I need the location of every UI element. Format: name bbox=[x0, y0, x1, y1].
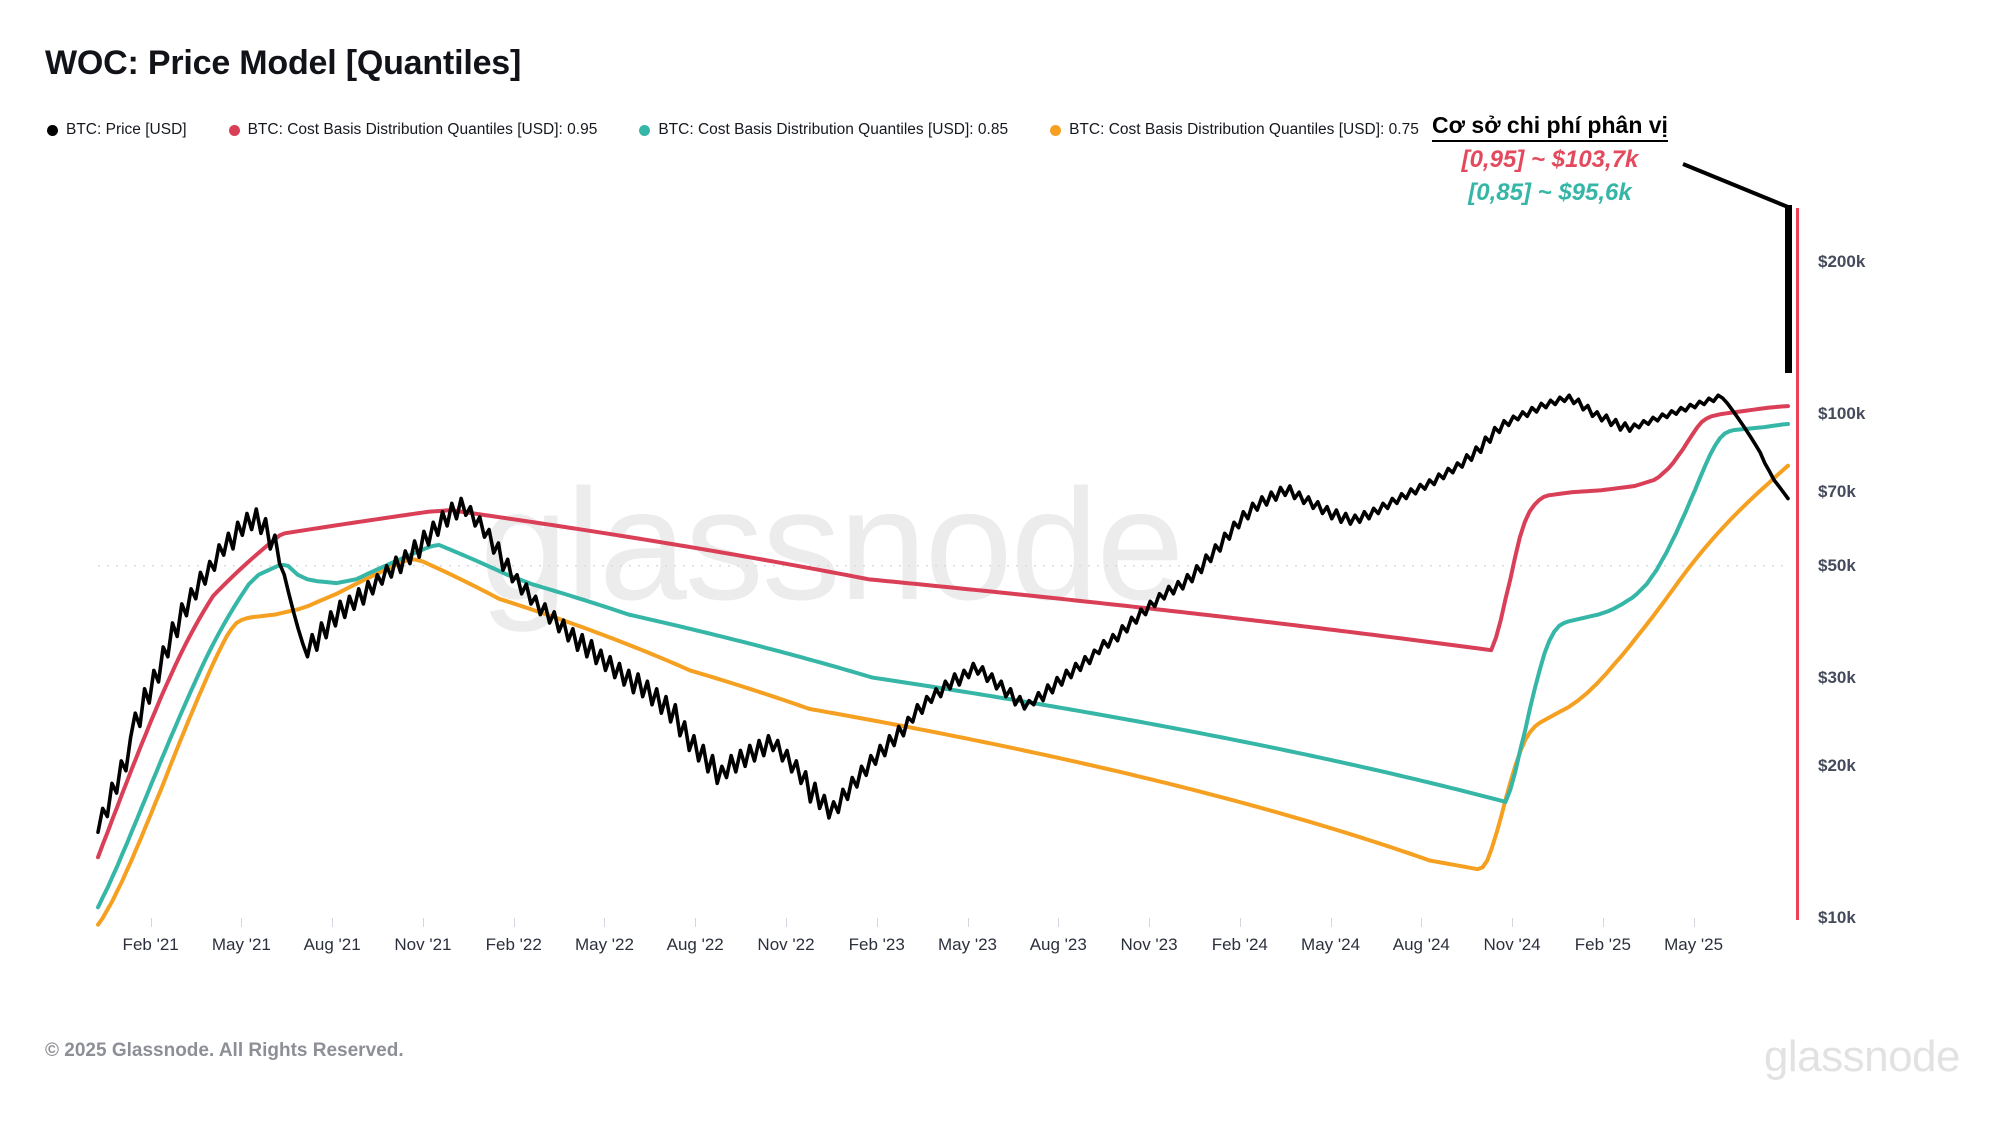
x-tick-label: Nov '21 bbox=[394, 935, 452, 954]
legend-price[interactable]: BTC: Price [USD] bbox=[47, 121, 187, 139]
series-line-1 bbox=[98, 406, 1788, 857]
x-tick-mark bbox=[695, 918, 697, 927]
series-svg bbox=[98, 205, 1788, 918]
x-tick-mark bbox=[785, 918, 787, 927]
x-tick-label: May '23 bbox=[938, 935, 997, 954]
legend-item-label: BTC: Cost Basis Distribution Quantiles [… bbox=[658, 121, 1009, 138]
x-tick-label: Feb '22 bbox=[485, 935, 542, 954]
x-tick-mark bbox=[513, 918, 515, 927]
x-tick-label: Nov '22 bbox=[757, 935, 815, 954]
x-tick-label: Feb '23 bbox=[848, 935, 905, 954]
y-tick-70k: $70k bbox=[1818, 482, 1856, 502]
x-tick-mark bbox=[1693, 918, 1695, 927]
legend-item-label: BTC: Price [USD] bbox=[66, 121, 187, 138]
x-tick-label: Feb '21 bbox=[122, 935, 179, 954]
annotation-title: Cơ sở chi phí phân vị bbox=[1432, 112, 1668, 143]
x-tick-mark bbox=[1149, 918, 1151, 927]
x-tick-mark bbox=[1330, 918, 1332, 927]
legend-q085[interactable]: BTC: Cost Basis Distribution Quantiles [… bbox=[639, 121, 1008, 139]
legend-color-dot bbox=[228, 124, 240, 136]
x-tick-label: Nov '23 bbox=[1120, 935, 1178, 954]
x-tick-mark bbox=[150, 918, 152, 927]
x-tick-mark bbox=[1421, 918, 1423, 927]
x-tick-label: May '22 bbox=[574, 935, 634, 954]
legend-q095[interactable]: BTC: Cost Basis Distribution Quantiles [… bbox=[228, 121, 598, 139]
x-tick-mark bbox=[604, 918, 606, 927]
legend-item-label: BTC: Cost Basis Distribution Quantiles [… bbox=[247, 121, 598, 138]
x-tick-label: Aug '24 bbox=[1392, 935, 1450, 954]
footer-copyright: © 2025 Glassnode. All Rights Reserved. bbox=[45, 1040, 404, 1061]
x-tick-mark bbox=[1512, 918, 1514, 927]
legend-color-dot bbox=[1050, 124, 1062, 136]
chart-legend: BTC: Price [USD] BTC: Cost Basis Distribu… bbox=[47, 121, 1419, 139]
y-tick-100k: $100k bbox=[1818, 404, 1866, 424]
legend-color-dot bbox=[47, 124, 58, 136]
x-tick-mark bbox=[1058, 918, 1060, 927]
current-price-marker bbox=[1785, 205, 1792, 373]
annotation-values: [0,95] ~ $103,7k [0,85] ~ $95,6k bbox=[1400, 145, 1700, 208]
y-tick-200k: $200k bbox=[1818, 252, 1866, 272]
annotation-box: Cơ sở chi phí phân vị [0,95] ~ $103,7k [0… bbox=[1400, 112, 1700, 209]
x-tick-label: May '21 bbox=[211, 935, 271, 954]
annotation-line-1: [0,85] ~ $95,6k bbox=[1468, 179, 1632, 207]
y-tick-30k: $30k bbox=[1818, 667, 1856, 687]
legend-color-dot bbox=[639, 124, 651, 136]
page-title: WOC: Price Model [Quantiles] bbox=[45, 44, 522, 82]
y-axis-line bbox=[1796, 208, 1799, 920]
legend-item-label: BTC: Cost Basis Distribution Quantiles [… bbox=[1069, 121, 1419, 138]
x-tick-mark bbox=[332, 918, 334, 927]
series-line-2 bbox=[98, 424, 1788, 907]
x-tick-label: Feb '24 bbox=[1211, 935, 1268, 954]
x-tick-label: May '25 bbox=[1664, 935, 1724, 954]
annotation-line-0: [0,95] ~ $103,7k bbox=[1461, 146, 1639, 174]
x-tick-label: Feb '25 bbox=[1574, 935, 1631, 954]
y-tick-20k: $20k bbox=[1818, 756, 1856, 776]
plot-canvas bbox=[98, 205, 1788, 918]
x-tick-label: Aug '23 bbox=[1029, 935, 1087, 954]
x-tick-label: May '24 bbox=[1301, 935, 1361, 954]
x-tick-mark bbox=[876, 918, 878, 927]
x-tick-mark bbox=[422, 918, 424, 927]
y-tick-50k: $50k bbox=[1818, 555, 1856, 575]
x-tick-mark bbox=[967, 918, 969, 927]
x-tick-mark bbox=[1239, 918, 1241, 927]
series-line-0 bbox=[98, 395, 1788, 832]
legend-q075[interactable]: BTC: Cost Basis Distribution Quantiles [… bbox=[1050, 121, 1419, 139]
x-tick-label: Aug '21 bbox=[303, 935, 361, 954]
x-tick-label: Nov '24 bbox=[1483, 935, 1541, 954]
x-tick-mark bbox=[1602, 918, 1604, 927]
y-tick-10k: $10k bbox=[1818, 908, 1856, 927]
x-tick-label: Aug '22 bbox=[666, 935, 724, 954]
x-tick-mark bbox=[241, 918, 243, 927]
footer-logo: glassnode bbox=[1763, 1032, 1961, 1081]
